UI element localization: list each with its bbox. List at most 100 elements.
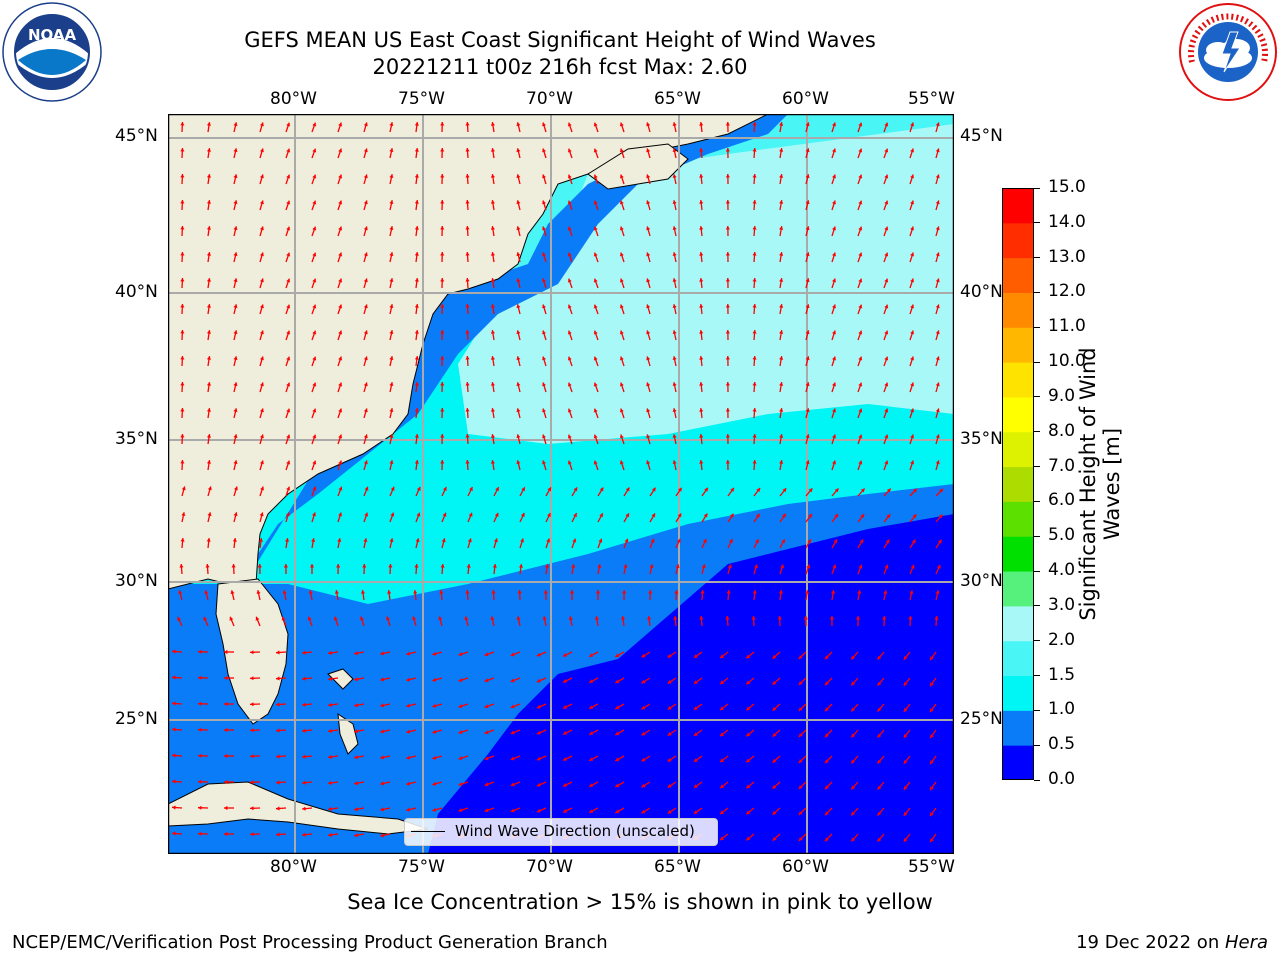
wave-direction-arrowhead: [704, 487, 708, 492]
wave-direction-arrowhead: [233, 408, 238, 413]
wave-direction-arrowhead: [930, 734, 934, 739]
wave-direction-arrowhead: [798, 681, 803, 685]
wave-direction-arrowhead: [720, 810, 725, 815]
wave-direction-arrowhead: [389, 460, 394, 464]
wave-direction-arrowhead: [412, 616, 417, 621]
wind-wave-arrows: [171, 121, 944, 843]
wave-direction-arrowhead: [798, 655, 803, 659]
colorbar-tick-label: 7.0: [1048, 455, 1076, 476]
lat-label-right: 40°N: [960, 282, 1003, 302]
wave-direction-arrowhead: [936, 564, 941, 569]
wave-direction-arrowhead: [302, 728, 306, 733]
wave-direction-arrowhead: [589, 757, 594, 761]
wave-direction-arrowhead: [805, 174, 810, 179]
wave-direction-arrowhead: [364, 486, 369, 491]
wave-direction-arrowhead: [772, 680, 777, 685]
wave-direction-arrowhead: [440, 148, 445, 152]
wave-direction-arrowhead: [250, 676, 254, 681]
wave-direction-arrowhead: [542, 408, 546, 413]
wave-direction-arrowhead: [805, 122, 810, 127]
wave-direction-arrowhead: [490, 408, 495, 412]
map-legend: Wind Wave Direction (unscaled): [404, 818, 718, 846]
wave-direction-arrowhead: [312, 382, 317, 387]
wave-direction-arrowhead: [646, 252, 651, 257]
wave-direction-arrowhead: [260, 486, 264, 491]
wave-direction-arrowhead: [465, 330, 470, 334]
wave-direction-arrowhead: [389, 356, 394, 360]
wave-direction-arrowhead: [699, 174, 704, 178]
wave-direction-arrowhead: [693, 680, 698, 684]
wave-direction-arrowhead: [380, 677, 384, 682]
wave-direction-arrowhead: [484, 782, 489, 787]
wave-direction-arrowhead: [910, 252, 914, 257]
wave-direction-arrowhead: [599, 513, 603, 518]
wave-direction-arrowhead: [619, 278, 624, 283]
wave-direction-arrowhead: [389, 200, 394, 204]
wave-direction-arrowhead: [593, 382, 598, 387]
wave-direction-arrowhead: [510, 808, 515, 813]
wave-direction-arrowhead: [725, 382, 730, 386]
wave-direction-arrowhead: [260, 460, 264, 465]
wave-direction-arrowhead: [302, 702, 306, 707]
colorbar-band: [1002, 640, 1034, 677]
wave-direction-arrowhead: [389, 538, 394, 543]
wave-direction-arrowhead: [746, 680, 751, 685]
wave-direction-arrowhead: [831, 590, 836, 594]
wave-direction-arrowhead: [536, 652, 541, 657]
wave-direction-arrowhead: [490, 122, 495, 126]
wave-direction-arrowhead: [593, 434, 598, 439]
wave-direction-arrowhead: [542, 278, 546, 283]
wave-direction-arrowhead: [260, 434, 264, 439]
wave-direction-arrowhead: [729, 539, 733, 543]
wave-direction-arrowhead: [911, 539, 916, 544]
wave-direction-arrowhead: [693, 654, 698, 658]
wave-direction-arrowhead: [198, 831, 202, 836]
wave-direction-arrowhead: [702, 538, 707, 543]
wave-direction-arrowhead: [752, 408, 757, 412]
wave-direction-arrowhead: [779, 226, 784, 230]
wave-direction-arrowhead: [700, 590, 705, 594]
wave-direction-arrowhead: [312, 174, 317, 179]
wave-direction-arrowhead: [646, 304, 651, 309]
wave-direction-arrowhead: [180, 434, 185, 438]
wave-direction-arrowhead: [568, 616, 573, 620]
wave-direction-arrowhead: [567, 252, 572, 257]
wave-direction-arrowhead: [465, 382, 470, 386]
wave-direction-arrowhead: [569, 590, 574, 594]
wave-direction-arrowhead: [338, 174, 343, 179]
wave-direction-arrowhead: [727, 564, 732, 569]
wave-direction-arrowhead: [312, 408, 317, 413]
noaa-logo: NOAA: [2, 2, 102, 102]
wave-direction-arrowhead: [672, 356, 677, 360]
wave-direction-arrowhead: [593, 148, 598, 153]
wave-direction-arrowhead: [589, 809, 594, 813]
lon-label-top: 70°W: [526, 89, 573, 109]
wave-direction-arrowhead: [312, 460, 317, 465]
wave-direction-arrowhead: [699, 304, 704, 308]
wave-direction-arrowhead: [779, 174, 784, 178]
wave-direction-arrowhead: [672, 434, 677, 438]
lat-label-left: 35°N: [115, 429, 158, 449]
wave-direction-arrowhead: [414, 122, 419, 126]
colorbar-band: [1002, 571, 1034, 607]
wave-direction-arrowhead: [542, 252, 546, 257]
wave-direction-arrowhead: [516, 226, 521, 231]
wave-direction-arrowhead: [751, 616, 756, 620]
wave-direction-arrowhead: [414, 330, 419, 334]
wave-direction-arrowhead: [180, 538, 185, 542]
wave-direction-arrowhead: [388, 564, 393, 568]
wave-direction-arrowhead: [363, 278, 368, 283]
wave-direction-arrowhead: [468, 512, 473, 517]
wave-direction-arrowhead: [885, 539, 890, 544]
wave-direction-arrowhead: [746, 836, 751, 841]
wave-direction-arrowhead: [699, 278, 704, 282]
wave-direction-arrowhead: [380, 833, 384, 838]
wave-direction-arrowhead: [677, 513, 682, 518]
wave-direction-arrowhead: [233, 356, 238, 361]
wave-direction-arrowhead: [338, 356, 343, 361]
wave-direction-arrowhead: [416, 512, 421, 517]
wave-direction-arrowhead: [338, 408, 343, 413]
wave-direction-arrowhead: [615, 783, 620, 788]
wave-direction-arrowhead: [567, 434, 572, 439]
wave-direction-arrowhead: [806, 564, 811, 569]
